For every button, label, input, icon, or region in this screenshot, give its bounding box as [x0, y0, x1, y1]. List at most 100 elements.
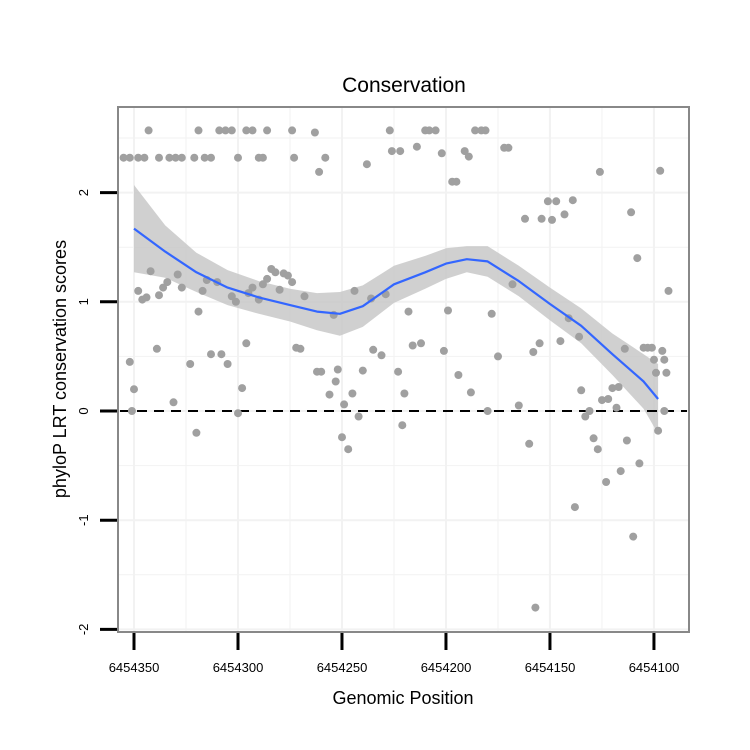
confidence-ribbon-layer — [134, 185, 659, 434]
data-point — [190, 153, 199, 162]
y-axis: -2 -1 0 1 2 — [76, 189, 117, 635]
data-point — [404, 307, 413, 316]
y-tick-label: 2 — [76, 189, 91, 196]
x-tick-label: 6454200 — [421, 660, 472, 675]
data-point — [454, 371, 463, 379]
data-point — [331, 377, 340, 386]
data-point — [325, 390, 334, 399]
data-point — [629, 532, 638, 541]
data-point — [119, 153, 128, 162]
data-point — [535, 339, 544, 348]
data-point — [248, 126, 257, 135]
data-point — [321, 153, 330, 162]
data-point — [577, 386, 586, 395]
data-point — [263, 126, 272, 135]
data-point — [177, 283, 186, 292]
data-point — [155, 153, 163, 162]
data-point — [296, 344, 305, 353]
data-point — [598, 396, 606, 405]
data-point — [275, 285, 284, 294]
data-point — [354, 412, 363, 421]
x-tick-label: 6454300 — [213, 660, 264, 675]
data-point — [338, 433, 346, 442]
data-point — [504, 143, 513, 152]
y-tick-label: -2 — [76, 624, 91, 636]
data-point — [227, 126, 236, 135]
data-point — [662, 368, 671, 377]
data-point — [217, 350, 226, 359]
data-point — [140, 153, 149, 162]
data-point — [155, 291, 163, 300]
data-point — [333, 365, 342, 374]
data-point — [258, 153, 267, 162]
data-point — [207, 350, 215, 359]
data-point — [444, 306, 452, 315]
data-point — [531, 603, 540, 612]
smooth-line-layer — [133, 227, 659, 400]
data-point — [271, 268, 280, 277]
data-point — [452, 177, 461, 186]
data-point — [173, 270, 182, 279]
data-point — [134, 286, 143, 295]
data-point — [146, 267, 155, 276]
data-point — [310, 128, 319, 137]
panel-border — [117, 106, 690, 633]
data-point — [221, 126, 230, 135]
data-point — [238, 384, 247, 393]
data-point — [207, 153, 215, 162]
data-point — [130, 385, 138, 394]
data-point — [548, 215, 556, 224]
data-point — [481, 126, 490, 135]
data-point — [125, 153, 134, 162]
data-point — [234, 409, 242, 418]
data-point — [622, 436, 631, 445]
data-point — [494, 352, 502, 361]
data-point — [394, 367, 403, 376]
data-point — [283, 271, 292, 280]
data-point — [612, 403, 621, 412]
data-point — [369, 345, 378, 354]
data-point — [171, 153, 180, 162]
data-point — [602, 478, 611, 486]
data-point — [223, 360, 232, 368]
data-point — [340, 400, 349, 409]
data-point — [227, 292, 236, 301]
data-point — [408, 341, 417, 350]
data-point — [186, 360, 195, 368]
data-point — [521, 214, 529, 223]
plot-panel — [118, 107, 689, 632]
data-point — [543, 197, 552, 206]
data-point — [439, 346, 448, 355]
data-point — [660, 355, 669, 364]
y-axis-label: phyloP LRT conservation scores — [50, 240, 70, 498]
data-point — [385, 126, 394, 135]
data-point — [194, 126, 203, 135]
data-point — [460, 147, 469, 156]
y-tick-label: 1 — [76, 298, 91, 305]
data-point — [165, 153, 174, 162]
data-point — [614, 383, 623, 391]
data-point — [300, 292, 309, 301]
y-tick-label: -1 — [76, 514, 91, 526]
data-point — [471, 126, 480, 135]
data-point — [560, 210, 569, 219]
chart-title: Conservation — [342, 74, 466, 97]
data-point — [660, 407, 669, 415]
data-point — [525, 439, 534, 448]
data-point — [570, 503, 579, 512]
data-point — [487, 309, 496, 318]
data-point — [348, 389, 357, 398]
data-point — [412, 142, 421, 151]
data-point — [654, 426, 663, 435]
data-point — [647, 343, 656, 352]
y-tick-label: 0 — [76, 407, 91, 414]
data-point — [593, 445, 602, 454]
data-point — [313, 367, 321, 376]
data-point — [263, 274, 272, 283]
data-point — [556, 337, 565, 346]
data-point — [581, 412, 590, 421]
x-tick-label: 6454150 — [525, 660, 576, 675]
data-point — [377, 351, 386, 360]
data-point — [258, 280, 267, 289]
